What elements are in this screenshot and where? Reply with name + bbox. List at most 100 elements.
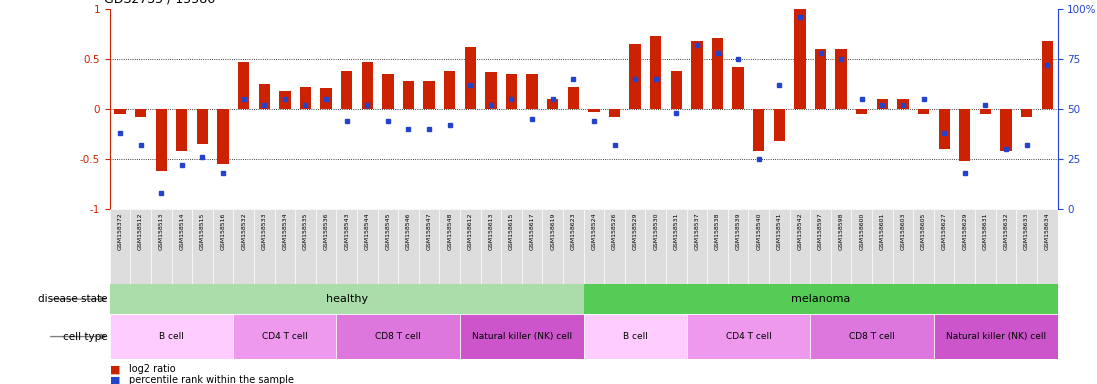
Bar — [645, 209, 666, 284]
Text: CD8 T cell: CD8 T cell — [375, 332, 421, 341]
Text: B cell: B cell — [623, 332, 647, 341]
Bar — [1041, 41, 1053, 109]
Text: GSM158605: GSM158605 — [921, 212, 926, 250]
Text: GSM158529: GSM158529 — [633, 212, 637, 250]
Bar — [527, 74, 538, 109]
Bar — [465, 47, 476, 109]
Text: GSM158532: GSM158532 — [241, 212, 246, 250]
Bar — [460, 314, 584, 359]
Bar — [975, 209, 996, 284]
Text: GSM158601: GSM158601 — [880, 212, 885, 250]
Bar — [769, 209, 790, 284]
Bar — [604, 209, 625, 284]
Bar — [1037, 209, 1058, 284]
Bar — [547, 99, 558, 109]
Bar — [110, 314, 234, 359]
Text: percentile rank within the sample: percentile rank within the sample — [129, 375, 294, 384]
Bar — [357, 209, 377, 284]
Bar — [914, 209, 934, 284]
Text: GSM158633: GSM158633 — [1025, 212, 1029, 250]
Text: GSM158534: GSM158534 — [282, 212, 287, 250]
Bar — [584, 209, 604, 284]
Text: ■: ■ — [110, 364, 121, 374]
Bar — [893, 209, 914, 284]
Bar — [773, 109, 785, 141]
Text: GSM158617: GSM158617 — [530, 212, 534, 250]
Bar — [259, 84, 270, 109]
Bar — [733, 67, 744, 109]
Bar — [563, 209, 584, 284]
Bar — [151, 209, 171, 284]
Bar — [156, 109, 167, 171]
Text: GSM158597: GSM158597 — [818, 212, 823, 250]
Bar — [918, 109, 929, 114]
Bar — [192, 209, 213, 284]
Bar — [234, 209, 253, 284]
Text: GSM158516: GSM158516 — [220, 212, 226, 250]
Bar — [279, 91, 291, 109]
Bar — [480, 209, 501, 284]
Bar — [794, 4, 805, 109]
Bar — [316, 209, 337, 284]
Bar — [996, 209, 1016, 284]
Bar — [687, 209, 708, 284]
Text: log2 ratio: log2 ratio — [129, 364, 177, 374]
Text: CD4 T cell: CD4 T cell — [725, 332, 771, 341]
Bar — [830, 209, 851, 284]
Text: GSM158548: GSM158548 — [448, 212, 452, 250]
Bar — [625, 209, 645, 284]
Bar — [872, 209, 893, 284]
Bar — [234, 314, 337, 359]
Bar — [609, 109, 620, 117]
Bar — [253, 209, 274, 284]
Text: Natural killer (NK) cell: Natural killer (NK) cell — [946, 332, 1045, 341]
Bar — [790, 209, 811, 284]
Text: GSM158627: GSM158627 — [941, 212, 947, 250]
Bar — [727, 209, 748, 284]
Text: CD4 T cell: CD4 T cell — [262, 332, 308, 341]
Bar — [485, 72, 497, 109]
Bar — [213, 209, 234, 284]
Text: GSM158524: GSM158524 — [591, 212, 597, 250]
Text: GSM158615: GSM158615 — [509, 212, 514, 250]
Text: GSM158545: GSM158545 — [385, 212, 391, 250]
Bar — [337, 314, 460, 359]
Text: GSM158612: GSM158612 — [467, 212, 473, 250]
Text: GSM158372: GSM158372 — [117, 212, 123, 250]
Bar — [630, 44, 641, 109]
Text: healthy: healthy — [326, 294, 367, 304]
Text: GSM158535: GSM158535 — [303, 212, 308, 250]
Text: GSM158546: GSM158546 — [406, 212, 411, 250]
Bar — [708, 209, 727, 284]
Bar — [377, 209, 398, 284]
Text: GSM158512: GSM158512 — [138, 212, 143, 250]
Text: GSM158531: GSM158531 — [674, 212, 679, 250]
Bar — [110, 209, 131, 284]
Bar — [403, 81, 415, 109]
Text: GSM158541: GSM158541 — [777, 212, 782, 250]
Bar — [584, 314, 687, 359]
Bar — [440, 209, 460, 284]
Bar — [980, 109, 991, 114]
Bar — [666, 209, 687, 284]
Text: GSM158533: GSM158533 — [262, 212, 267, 250]
Bar — [897, 99, 908, 109]
Text: Natural killer (NK) cell: Natural killer (NK) cell — [472, 332, 572, 341]
Bar — [836, 49, 847, 109]
Bar — [295, 209, 316, 284]
Bar — [444, 71, 455, 109]
Bar — [815, 49, 826, 109]
Bar — [651, 36, 661, 109]
Bar — [939, 109, 950, 149]
Bar — [110, 284, 584, 314]
Bar — [588, 109, 600, 112]
Text: GSM158542: GSM158542 — [798, 212, 802, 250]
Bar — [398, 209, 419, 284]
Bar — [217, 109, 228, 164]
Bar — [954, 209, 975, 284]
Text: GSM158631: GSM158631 — [983, 212, 988, 250]
Text: melanoma: melanoma — [791, 294, 850, 304]
Bar — [1021, 109, 1032, 117]
Bar — [753, 109, 765, 151]
Bar — [877, 99, 889, 109]
